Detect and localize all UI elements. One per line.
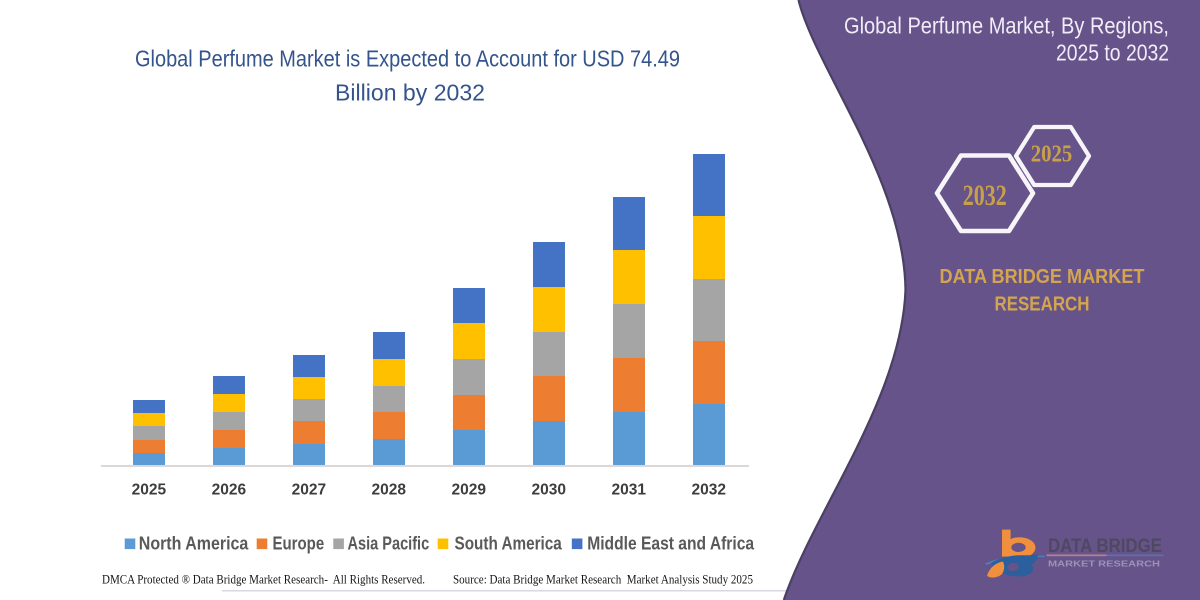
- svg-text:2029: 2029: [452, 481, 487, 498]
- svg-text:RESEARCH: RESEARCH: [995, 293, 1090, 316]
- svg-text:2027: 2027: [292, 481, 327, 498]
- svg-text:2025 to 2032: 2025 to 2032: [1056, 40, 1169, 66]
- svg-text:DATA BRIDGE: DATA BRIDGE: [1048, 536, 1162, 557]
- svg-text:Billion by 2032: Billion by 2032: [335, 80, 485, 106]
- svg-text:2030: 2030: [532, 481, 567, 498]
- svg-text:2032: 2032: [691, 481, 726, 498]
- svg-text:Middle East and Africa: Middle East and Africa: [587, 533, 755, 553]
- svg-text:Europe: Europe: [273, 533, 325, 553]
- svg-text:DATA BRIDGE MARKET: DATA BRIDGE MARKET: [940, 265, 1145, 288]
- svg-text:North America: North America: [139, 533, 249, 553]
- svg-text:2032: 2032: [963, 179, 1007, 212]
- svg-text:2031: 2031: [612, 481, 647, 498]
- svg-text:DMCA Protected ® Data Bridge M: DMCA Protected ® Data Bridge Market Rese…: [102, 573, 425, 587]
- svg-text:Global Perfume Market is Expec: Global Perfume Market is Expected to Acc…: [135, 46, 680, 72]
- svg-text:2025: 2025: [132, 481, 167, 498]
- svg-text:2026: 2026: [212, 481, 247, 498]
- svg-text:Source: Data Bridge Market Res: Source: Data Bridge Market Research Mark…: [453, 573, 753, 587]
- svg-text:MARKET RESEARCH: MARKET RESEARCH: [1048, 559, 1160, 569]
- svg-text:2025: 2025: [1031, 142, 1073, 168]
- svg-text:Asia Pacific: Asia Pacific: [348, 533, 430, 553]
- svg-text:2028: 2028: [372, 481, 407, 498]
- svg-text:Global Perfume Market, By Regi: Global Perfume Market, By Regions,: [844, 13, 1169, 39]
- svg-text:South America: South America: [455, 533, 563, 553]
